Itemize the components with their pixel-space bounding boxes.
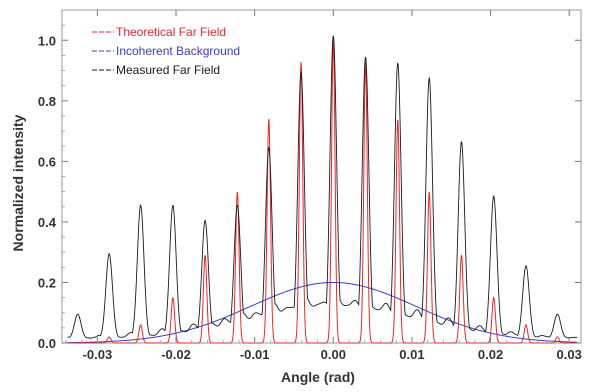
x-tick-label: 0.02 xyxy=(478,347,503,362)
x-tick-label: 0.01 xyxy=(399,347,424,362)
legend: Theoretical Far Field Incoherent Backgrou… xyxy=(92,25,240,77)
x-axis-title: Angle (rad) xyxy=(281,369,355,385)
y-tick-label: 0.2 xyxy=(38,275,56,290)
series-theoretical-far-field xyxy=(67,40,578,344)
x-tick-label: -0.01 xyxy=(240,347,270,362)
y-tick-label: 0.4 xyxy=(38,215,57,230)
axes-layer: -0.03 -0.02 -0.01 0.00 0.01 0.02 0.03 0.0 0.2 0.4… xyxy=(38,10,582,362)
legend-label: Incoherent Background xyxy=(116,44,240,58)
y-axis-title: Normalized intensity xyxy=(10,114,26,251)
y-tick-label: 0.6 xyxy=(38,154,56,169)
x-tick-label: 0.00 xyxy=(321,347,346,362)
x-tick-label: -0.02 xyxy=(161,347,191,362)
series-measured-far-field xyxy=(67,35,578,339)
plot-frame xyxy=(61,9,582,344)
x-tick-label: 0.03 xyxy=(557,347,582,362)
y-tick-label: 0.0 xyxy=(38,336,56,351)
series-layer xyxy=(67,35,578,344)
y-tick-label: 1.0 xyxy=(38,33,56,48)
legend-label: Theoretical Far Field xyxy=(116,25,226,39)
series-incoherent-background xyxy=(67,281,578,344)
y-tick-label: 0.8 xyxy=(38,94,56,109)
plot-area xyxy=(61,9,582,344)
legend-entry-measured: Measured Far Field xyxy=(92,63,220,77)
legend-entry-incoherent: Incoherent Background xyxy=(92,44,240,58)
legend-entry-theoretical: Theoretical Far Field xyxy=(92,25,226,39)
legend-label: Measured Far Field xyxy=(116,63,220,77)
x-tick-label: -0.03 xyxy=(83,347,113,362)
